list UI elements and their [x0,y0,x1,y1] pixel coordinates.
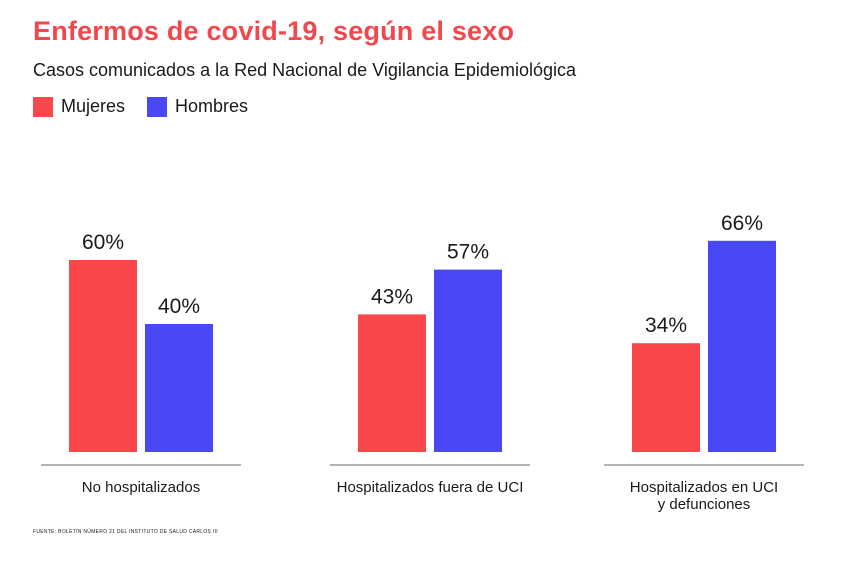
category-label: y defunciones [658,496,751,513]
bar-hombres [434,269,502,452]
legend-item-mujeres: Mujeres [33,96,125,117]
bar-mujeres [358,314,426,452]
legend-item-hombres: Hombres [147,96,248,117]
bar-mujeres [632,343,700,452]
legend-label-hombres: Hombres [175,96,249,116]
data-label: 34% [645,314,687,337]
chart-title: Enfermos de covid-19, según el sexo [33,16,515,46]
category-label: Hospitalizados fuera de UCI [337,479,524,496]
bar-mujeres [69,260,137,452]
data-label: 43% [371,285,413,308]
source-note: FUENTE: BOLETÍN NÚMERO 21 DEL INSTITUTO … [33,529,218,535]
legend-swatch-mujeres [33,96,53,117]
bar-hombres [145,324,213,452]
legend-label-mujeres: Mujeres [61,96,126,116]
data-label: 60% [82,231,124,254]
legend-swatch-hombres [147,96,168,117]
category-label: Hospitalizados en UCI [630,479,778,496]
data-label: 40% [158,295,200,318]
data-label: 57% [447,241,489,264]
legend: Mujeres Hombres [33,96,270,117]
bar-hombres [708,240,776,452]
data-label: 66% [721,212,763,235]
category-label: No hospitalizados [82,479,200,496]
chart-subtitle: Casos comunicados a la Red Nacional de V… [33,60,576,80]
